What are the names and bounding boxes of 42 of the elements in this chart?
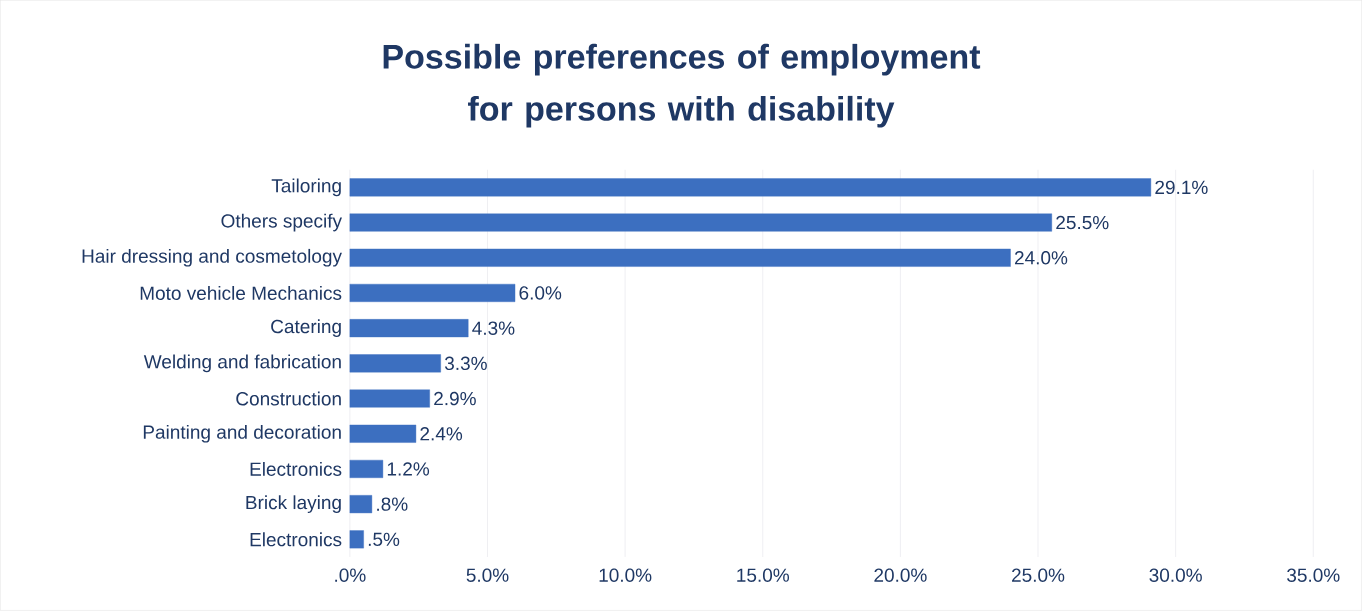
bar [349, 460, 384, 479]
x-tick-label: 25.0% [1012, 568, 1065, 583]
bar [349, 213, 1052, 232]
data-label: 24.0% [1014, 251, 1068, 265]
bar [349, 389, 430, 408]
x-tick-label: 20.0% [874, 568, 927, 583]
data-label: 25.5% [1056, 216, 1109, 230]
y-tick-label: Brick laying [246, 495, 341, 514]
data-label: 1.2% [387, 462, 430, 476]
data-label: 4.3% [472, 321, 515, 336]
x-tick-label: 30.0% [1149, 568, 1202, 583]
bar [349, 530, 364, 549]
x-tick-label: 35.0% [1287, 568, 1340, 583]
x-tick-label: .0% [335, 568, 366, 583]
bar [349, 495, 373, 514]
data-label: 2.9% [434, 391, 476, 406]
y-tick-label: Electronics [250, 532, 342, 547]
bar [349, 354, 441, 373]
y-tick-label: Welding and fabrication [143, 354, 341, 373]
x-tick-label: 5.0% [466, 568, 509, 583]
y-tick-label: Hair dressing and cosmetology [82, 249, 342, 267]
data-label: 3.3% [444, 356, 487, 371]
bar [349, 424, 417, 443]
y-tick-label: Moto vehicle Mechanics [140, 286, 342, 301]
bar [349, 284, 516, 303]
data-label: 29.1% [1155, 180, 1208, 195]
y-tick-label: Painting and decoration [143, 425, 341, 443]
y-tick-label: Electronics [250, 462, 342, 477]
data-label: 2.4% [420, 427, 463, 441]
data-label: .8% [377, 497, 408, 512]
y-tick-label: Others specify [221, 213, 342, 232]
x-tick-label: 15.0% [737, 568, 790, 583]
bar [349, 178, 1152, 197]
y-tick-label: Construction [236, 391, 341, 406]
bar [349, 248, 1011, 267]
data-label: 6.0% [519, 286, 562, 300]
data-label: .5% [368, 532, 400, 547]
y-tick-label: Catering [271, 319, 341, 338]
y-tick-label: Tailoring [271, 178, 341, 197]
bar [349, 319, 469, 338]
chart-title: Possible preferences of employment for persons with disability [383, 44, 981, 128]
x-tick-label: 10.0% [599, 568, 652, 583]
